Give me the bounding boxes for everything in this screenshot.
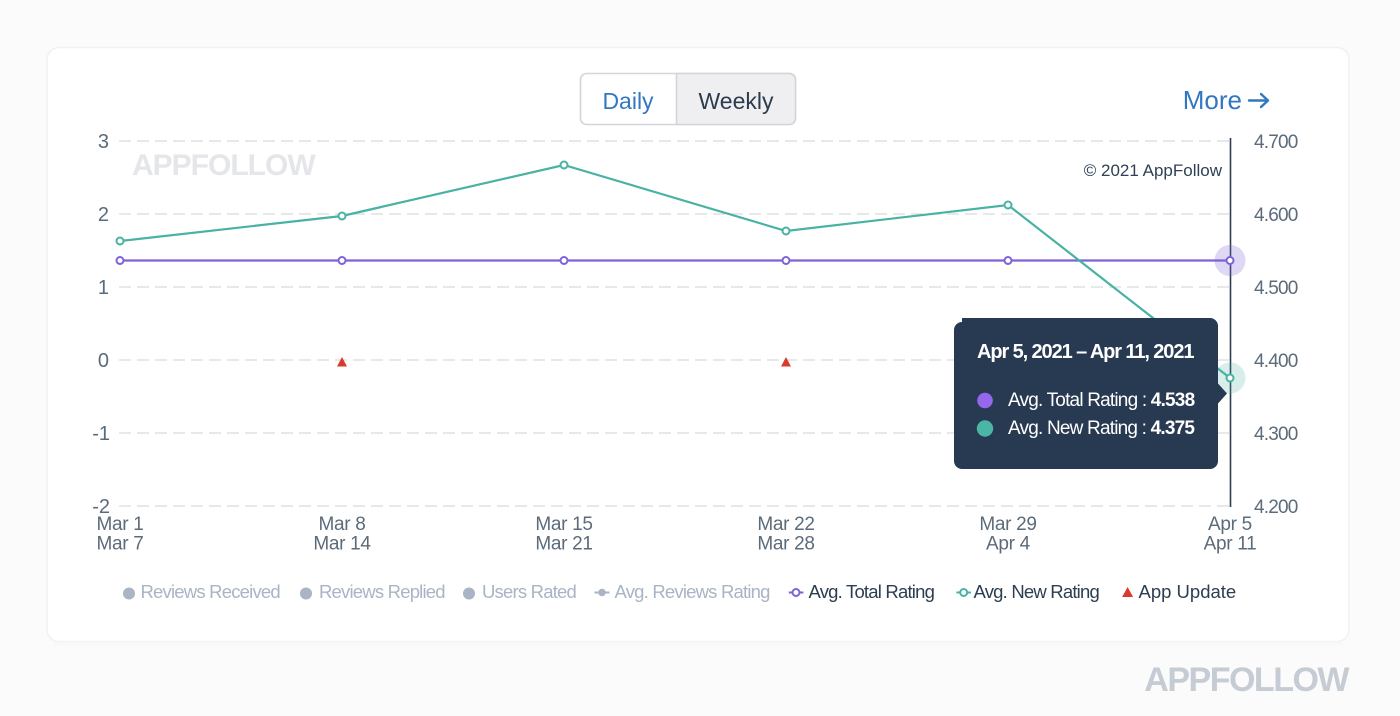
svg-text:Mar 8: Mar 8 bbox=[318, 514, 365, 535]
svg-text:Avg. Reviews Rating: Avg. Reviews Rating bbox=[615, 581, 771, 602]
svg-text:Users Rated: Users Rated bbox=[482, 581, 577, 602]
svg-text:0: 0 bbox=[98, 350, 109, 372]
svg-text:1: 1 bbox=[98, 277, 109, 299]
svg-text:Apr 5, 2021 – Apr 11, 2021: Apr 5, 2021 – Apr 11, 2021 bbox=[977, 341, 1194, 363]
svg-text:Weekly: Weekly bbox=[699, 88, 774, 114]
svg-text:Avg. New Rating: Avg. New Rating bbox=[974, 581, 1100, 602]
svg-text:Reviews Received: Reviews Received bbox=[141, 581, 281, 602]
svg-text:Mar 21: Mar 21 bbox=[535, 534, 592, 555]
svg-text:Mar 28: Mar 28 bbox=[757, 534, 814, 555]
svg-text:Apr 11: Apr 11 bbox=[1204, 534, 1257, 555]
svg-text:Mar 1: Mar 1 bbox=[96, 514, 143, 535]
svg-text:Avg. Total Rating: Avg. Total Rating bbox=[809, 581, 935, 602]
svg-text:© 2021 AppFollow: © 2021 AppFollow bbox=[1084, 161, 1223, 180]
svg-text:Daily: Daily bbox=[602, 88, 654, 114]
svg-text:More: More bbox=[1183, 85, 1242, 115]
svg-text:-2: -2 bbox=[92, 496, 110, 518]
svg-text:2: 2 bbox=[98, 204, 109, 226]
svg-text:App Update: App Update bbox=[1139, 581, 1237, 602]
svg-text:4.400: 4.400 bbox=[1254, 351, 1298, 372]
svg-text:APPFOLLOW: APPFOLLOW bbox=[1144, 661, 1350, 699]
svg-text:3: 3 bbox=[98, 131, 109, 153]
svg-text:Apr 4: Apr 4 bbox=[986, 534, 1031, 555]
svg-text:Mar 7: Mar 7 bbox=[96, 534, 143, 555]
svg-text:APPFOLLOW: APPFOLLOW bbox=[132, 149, 316, 182]
svg-text:Reviews Replied: Reviews Replied bbox=[319, 581, 445, 602]
svg-text:4.200: 4.200 bbox=[1254, 497, 1298, 518]
svg-text:Mar 14: Mar 14 bbox=[313, 534, 371, 555]
svg-text:4.600: 4.600 bbox=[1254, 205, 1298, 226]
svg-text:Apr 5: Apr 5 bbox=[1208, 514, 1252, 535]
svg-text:4.300: 4.300 bbox=[1254, 424, 1298, 445]
svg-text:4.500: 4.500 bbox=[1254, 278, 1298, 299]
svg-text:Mar 15: Mar 15 bbox=[535, 514, 592, 535]
svg-text:Mar 22: Mar 22 bbox=[757, 514, 814, 535]
svg-text:Mar 29: Mar 29 bbox=[979, 514, 1036, 535]
svg-text:4.700: 4.700 bbox=[1254, 132, 1298, 153]
svg-text:Avg. Total Rating : 4.538: Avg. Total Rating : 4.538 bbox=[1008, 390, 1195, 411]
svg-text:-1: -1 bbox=[92, 423, 110, 445]
svg-text:Avg. New Rating : 4.375: Avg. New Rating : 4.375 bbox=[1008, 418, 1195, 439]
